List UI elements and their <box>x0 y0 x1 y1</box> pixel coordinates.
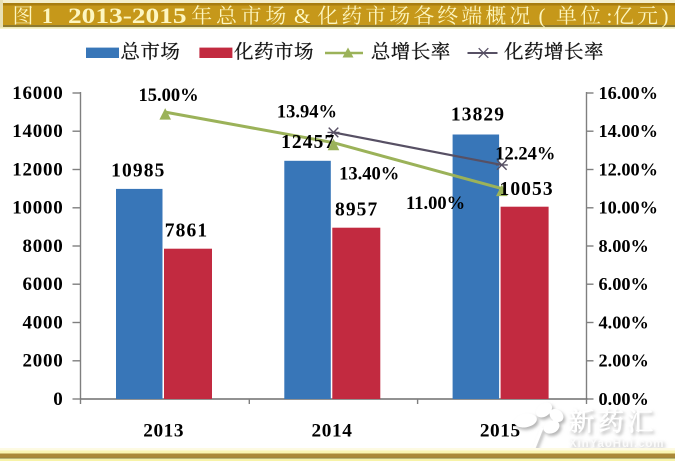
svg-text:2013: 2013 <box>143 420 184 441</box>
svg-text:10.00%: 10.00% <box>599 198 658 218</box>
svg-text:12.00%: 12.00% <box>599 159 658 179</box>
svg-text:2.00%: 2.00% <box>599 351 649 371</box>
svg-text:10053: 10053 <box>499 179 553 200</box>
svg-text:2014: 2014 <box>312 420 353 441</box>
svg-text:6000: 6000 <box>23 274 64 295</box>
svg-text:4.00%: 4.00% <box>599 312 649 332</box>
svg-text:11.00%: 11.00% <box>406 194 465 214</box>
svg-text:): ) <box>662 4 669 28</box>
svg-text:12000: 12000 <box>12 159 63 180</box>
svg-text:16000: 16000 <box>12 83 63 104</box>
svg-text:10985: 10985 <box>111 160 165 181</box>
svg-text:2015: 2015 <box>480 420 521 441</box>
svg-text:16.00%: 16.00% <box>599 83 658 103</box>
svg-text:(: ( <box>539 4 546 28</box>
svg-text:13829: 13829 <box>451 105 505 126</box>
svg-text:0.00%: 0.00% <box>599 389 649 409</box>
svg-text:4000: 4000 <box>23 312 64 333</box>
svg-text:1: 1 <box>42 3 53 28</box>
svg-text:2013-2015: 2013-2015 <box>68 3 187 28</box>
svg-text:12.24%: 12.24% <box>495 144 555 164</box>
svg-text::: : <box>607 4 613 28</box>
svg-text:&: & <box>294 4 310 28</box>
svg-text:0: 0 <box>53 389 63 410</box>
svg-text:2000: 2000 <box>23 351 64 372</box>
svg-text:XinYaoHui.com: XinYaoHui.com <box>569 438 664 450</box>
svg-text:14000: 14000 <box>12 121 63 142</box>
svg-text:13.40%: 13.40% <box>339 165 399 185</box>
svg-text:8.00%: 8.00% <box>599 236 649 256</box>
svg-text:15.00%: 15.00% <box>138 86 198 106</box>
svg-text:8957: 8957 <box>335 200 378 221</box>
svg-text:6.00%: 6.00% <box>599 274 649 294</box>
svg-text:7861: 7861 <box>165 221 208 242</box>
svg-text:10000: 10000 <box>12 198 63 219</box>
svg-text:14.00%: 14.00% <box>599 121 658 141</box>
svg-text:8000: 8000 <box>23 236 64 257</box>
svg-text:13.94%: 13.94% <box>277 102 337 122</box>
svg-text:12457: 12457 <box>281 132 335 153</box>
